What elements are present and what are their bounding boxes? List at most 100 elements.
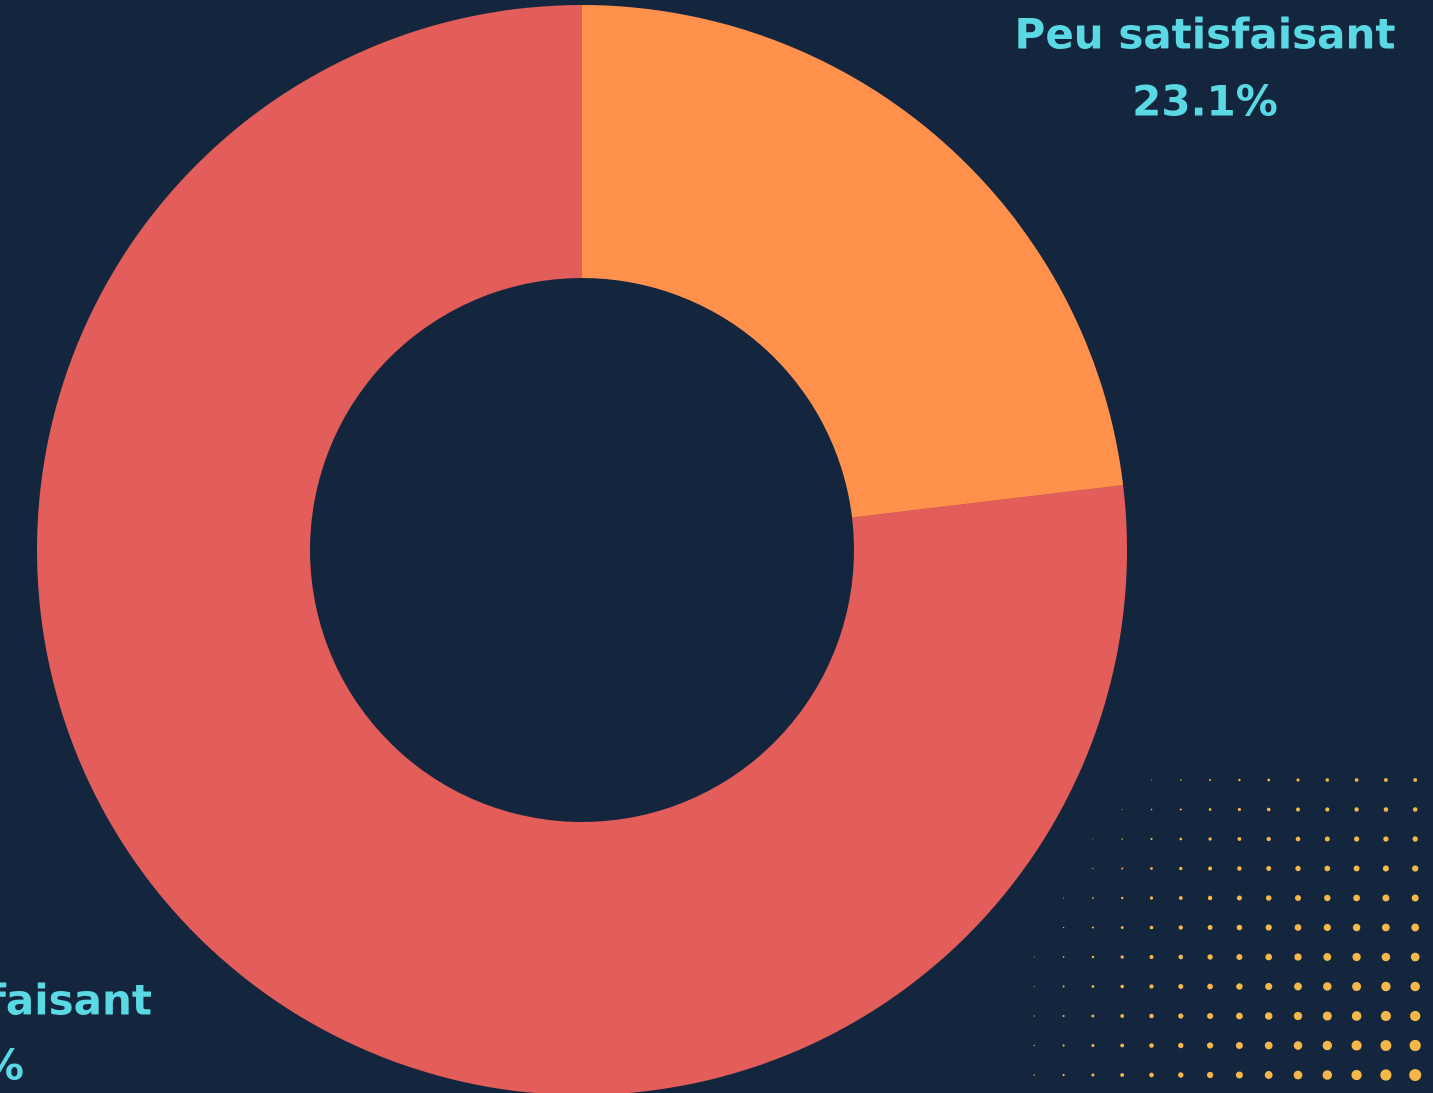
dot — [1207, 895, 1213, 901]
dot — [1413, 778, 1418, 782]
dot — [1179, 837, 1183, 841]
dot — [1062, 985, 1065, 988]
dot — [1149, 984, 1154, 989]
dot — [1351, 1040, 1362, 1051]
decoration — [1033, 778, 1422, 1081]
dot — [1178, 925, 1183, 930]
dot — [1209, 779, 1212, 781]
dot — [1091, 1073, 1095, 1077]
dot — [1091, 955, 1095, 959]
dot — [1062, 926, 1065, 929]
dot — [1178, 1072, 1184, 1078]
dot — [1180, 779, 1182, 781]
dot — [1062, 1044, 1065, 1047]
dot — [1178, 1013, 1184, 1019]
dot — [1150, 837, 1153, 841]
dot — [1323, 923, 1331, 932]
dot — [1265, 895, 1272, 901]
dot — [1293, 1070, 1303, 1080]
dot — [1296, 807, 1300, 812]
dot — [1324, 865, 1331, 872]
dot — [1207, 983, 1213, 990]
dot — [1294, 924, 1302, 931]
dot — [1120, 1073, 1125, 1077]
dot — [1207, 1012, 1214, 1020]
dot — [1380, 1040, 1392, 1051]
dot — [1294, 953, 1302, 961]
dot — [1294, 894, 1302, 902]
dot — [1412, 836, 1418, 842]
dot — [1120, 926, 1124, 929]
dot — [1235, 1071, 1243, 1079]
dot — [1238, 778, 1241, 782]
dot — [1410, 981, 1420, 992]
dot — [1410, 1010, 1421, 1022]
dot — [1236, 983, 1243, 990]
dot — [1381, 923, 1390, 932]
dot — [1121, 838, 1123, 840]
dot — [1266, 807, 1271, 812]
dot — [1063, 897, 1065, 899]
dot — [1353, 836, 1360, 842]
dot — [1409, 1069, 1422, 1081]
dot — [1293, 1011, 1303, 1021]
dot — [1033, 1074, 1035, 1076]
dot — [1092, 867, 1094, 870]
dot — [1208, 866, 1213, 871]
dot — [1120, 1043, 1125, 1048]
dot — [1237, 837, 1242, 841]
dot — [1207, 925, 1213, 930]
dot — [1293, 1041, 1303, 1050]
dot — [1179, 808, 1182, 811]
dot — [1324, 836, 1330, 842]
dot — [1149, 1072, 1154, 1078]
dot — [1324, 894, 1331, 902]
donut-segment — [582, 5, 1124, 518]
dot — [1294, 982, 1302, 991]
dot — [1033, 1015, 1035, 1017]
dot — [1235, 1041, 1243, 1050]
dot — [1409, 1039, 1421, 1052]
dot — [1236, 924, 1243, 931]
dot — [1091, 926, 1094, 929]
dot — [1351, 1011, 1362, 1021]
dot — [1325, 778, 1330, 782]
dot — [1149, 1043, 1154, 1048]
dot — [1236, 895, 1242, 901]
dot — [1383, 836, 1389, 842]
dot — [1383, 807, 1389, 812]
dot — [1322, 1040, 1333, 1051]
dot — [1121, 867, 1124, 870]
dot — [1322, 1070, 1333, 1080]
dot — [1237, 807, 1241, 812]
dot — [1151, 779, 1152, 781]
dot — [1149, 955, 1154, 959]
value-label: % — [0, 1041, 24, 1090]
dot — [1354, 807, 1359, 812]
dot — [1296, 778, 1300, 782]
dot — [1267, 778, 1271, 782]
dot — [1265, 982, 1273, 991]
dot — [1178, 896, 1183, 900]
value-label: 23.1% — [1132, 77, 1278, 126]
dot — [1412, 865, 1419, 872]
dot — [1208, 808, 1212, 811]
dot — [1295, 865, 1301, 872]
dot — [1266, 836, 1271, 842]
dot — [1295, 836, 1301, 842]
dot — [1062, 956, 1065, 958]
dot — [1120, 955, 1124, 959]
dot — [1033, 1044, 1035, 1047]
dot — [1208, 837, 1212, 841]
dot — [1325, 807, 1330, 812]
dot — [1411, 894, 1419, 902]
dot — [1381, 981, 1391, 992]
dot — [1178, 1042, 1184, 1049]
dot — [1179, 866, 1183, 871]
dot — [1235, 1012, 1243, 1020]
dot — [1237, 866, 1242, 871]
dot — [1412, 807, 1418, 812]
dot — [1382, 865, 1389, 872]
